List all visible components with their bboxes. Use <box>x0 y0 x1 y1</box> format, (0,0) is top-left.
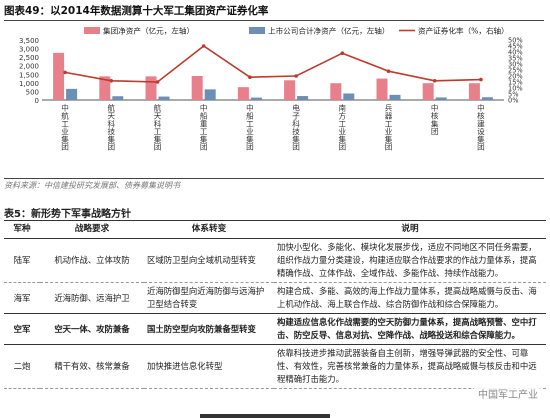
y-left-tick-label: 3,500 <box>19 37 39 45</box>
x-category-label: 电子科技集团 <box>291 103 300 152</box>
y-right-tick-label: 20% <box>508 73 523 81</box>
bar-group-net-assets <box>53 52 65 100</box>
point-securitization-rate <box>155 80 160 84</box>
y-right-tick-label: 45% <box>508 43 523 51</box>
x-category-label: 航天科技集团 <box>107 103 116 152</box>
bar-listed-net-assets <box>112 96 124 100</box>
x-category-label: 中航工业集团 <box>60 103 69 152</box>
bar-listed-net-assets <box>204 89 216 100</box>
bar-group-net-assets <box>99 76 111 100</box>
cell-note: 加快小型化、多能化、模块化发展步伐，适应不同地区不同任务需要，组织作战力量分类建… <box>274 238 546 284</box>
y-left-tick-label: 1,000 <box>19 80 39 88</box>
table-header-row: 军种 战略要求 体系转变 说明 <box>4 219 546 240</box>
y-left-tick-label: 3,000 <box>19 46 39 54</box>
bar-listed-net-assets <box>435 97 447 100</box>
legend-swatch <box>249 27 265 34</box>
table-row: 二炮 精干有效、核常兼备 加快推进信息化转型 依靠科技进步推动武器装备自主创新，… <box>4 344 546 390</box>
table-row: 海军 近海防御、远海护卫 近海防御型向近海防御与远海护卫型结合转变 构建合成、多… <box>4 282 546 315</box>
cell-branch: 二炮 <box>4 344 40 390</box>
x-category-label: 兵器工业集团 <box>384 103 393 152</box>
point-securitization-rate <box>340 51 345 55</box>
cell-requirement: 近海防御、远海护卫 <box>40 282 144 315</box>
bar-group-net-assets <box>284 80 296 100</box>
legend-label: 资产证券化率（%，右轴） <box>418 26 509 36</box>
bar-group-net-assets <box>376 78 388 100</box>
cell-requirement: 空天一体、攻防兼备 <box>40 313 144 346</box>
cell-note: 构建合成、多能、高效的海上作战力量体系，提高战略威慑与反击、海上机动作战、海上联… <box>274 282 546 315</box>
point-securitization-rate <box>294 74 298 78</box>
point-securitization-rate <box>248 75 252 79</box>
bar-group-net-assets <box>237 87 249 100</box>
cell-shift: 加快推进信息化转型 <box>144 344 274 390</box>
y-left-tick-label: 2,500 <box>19 54 39 62</box>
bar-listed-net-assets <box>297 96 309 100</box>
cell-branch: 陆军 <box>4 238 40 284</box>
y-right-tick-label: 10% <box>508 85 523 93</box>
header-note: 说明 <box>274 219 546 240</box>
bar-listed-net-assets <box>343 93 355 100</box>
y-left-tick-label: 0 <box>35 97 39 105</box>
y-right-tick-label: 25% <box>508 67 523 75</box>
bar-listed-net-assets <box>481 97 493 100</box>
y-right-tick-label: 15% <box>508 79 523 87</box>
y-left-tick-label: 500 <box>26 88 39 96</box>
x-category-label: 中核建设集团 <box>476 103 485 152</box>
point-securitization-rate <box>432 79 437 83</box>
y-right-tick-label: 0% <box>508 97 518 105</box>
title-rule <box>4 20 544 21</box>
y-right-tick-label: 40% <box>508 49 523 57</box>
page-cut-bar <box>200 414 330 418</box>
cell-note: 依靠科技进步推动武器装备自主创新，增强导弹武器的安全性、可靠性、有效性，完善核常… <box>274 344 546 390</box>
chart-bottom-rule <box>4 178 544 179</box>
y-left-tick-label: 2,000 <box>19 63 39 71</box>
cell-branch: 海军 <box>4 282 40 315</box>
table-row: 陆军 机动作战、立体攻防 区域防卫型向全域机动型转变 加快小型化、多能化、模块化… <box>4 238 546 284</box>
legend-swatch <box>84 27 100 34</box>
bar-group-net-assets <box>145 76 157 100</box>
bar-listed-net-assets <box>158 96 170 100</box>
bar-listed-net-assets <box>66 88 78 100</box>
x-category-label: 南方工业集团 <box>338 103 347 152</box>
strategy-table: 军种 战略要求 体系转变 说明 陆军 机动作战、立体攻防 区域防卫型向全域机动型… <box>4 219 546 390</box>
line-securitization-rate <box>64 45 481 83</box>
bar-group-net-assets <box>330 83 342 100</box>
point-securitization-rate <box>479 77 483 82</box>
bar-group-net-assets <box>422 83 434 100</box>
cell-shift: 国土防空型向攻防兼备型转变 <box>144 313 274 346</box>
point-securitization-rate <box>109 79 114 83</box>
table-row-highlight: 空军 空天一体、攻防兼备 国土防空型向攻防兼备型转变 构建适应信息化作战需要的空… <box>4 313 546 346</box>
cell-requirement: 精干有效、核常兼备 <box>40 344 144 390</box>
bar-listed-net-assets <box>389 94 401 100</box>
cell-branch: 空军 <box>4 313 40 346</box>
y-right-tick-label: 50% <box>508 37 523 45</box>
legend-label: 集团净资产（亿元，左轴） <box>103 26 194 36</box>
cell-shift: 区域防卫型向全域机动型转变 <box>144 238 274 284</box>
x-category-label: 中船工业集团 <box>245 103 254 152</box>
table-title: 表5：新形势下军事战略方针 <box>4 209 131 220</box>
header-shift: 体系转变 <box>144 219 274 240</box>
y-right-tick-label: 35% <box>508 55 523 63</box>
y-left-tick-label: 1,500 <box>19 71 39 79</box>
header-requirement: 战略要求 <box>40 219 144 240</box>
figure-source: 资料来源：中信建投研究发展部、债券募集说明书 <box>4 181 180 190</box>
point-securitization-rate <box>201 44 206 48</box>
y-right-tick-label: 30% <box>508 61 523 69</box>
x-category-label: 航天科工集团 <box>153 103 162 152</box>
cell-shift: 近海防御型向近海防御与远海护卫型结合转变 <box>144 282 274 315</box>
legend-label: 上市公司合计净资产（亿元，左轴） <box>268 26 390 36</box>
cell-note: 构建适应信息化作战需要的空天防御力量体系，提高战略预警、空中打击、防空反导、信息… <box>274 313 546 346</box>
bar-listed-net-assets <box>250 97 262 100</box>
x-category-label: 中船重工集团 <box>199 103 208 152</box>
point-securitization-rate <box>386 69 391 73</box>
point-securitization-rate <box>63 70 67 75</box>
header-branch: 军种 <box>4 219 40 240</box>
x-category-label: 中核集团 <box>430 103 439 136</box>
watermark-label: 中国军工产业 <box>474 385 542 402</box>
y-right-tick-label: 5% <box>508 91 518 99</box>
cell-requirement: 机动作战、立体攻防 <box>40 238 144 284</box>
bar-group-net-assets <box>468 83 480 100</box>
figure-title: 图表49：以2014年数据测算十大军工集团资产证券化率 <box>4 5 269 17</box>
bar-group-net-assets <box>191 76 203 100</box>
